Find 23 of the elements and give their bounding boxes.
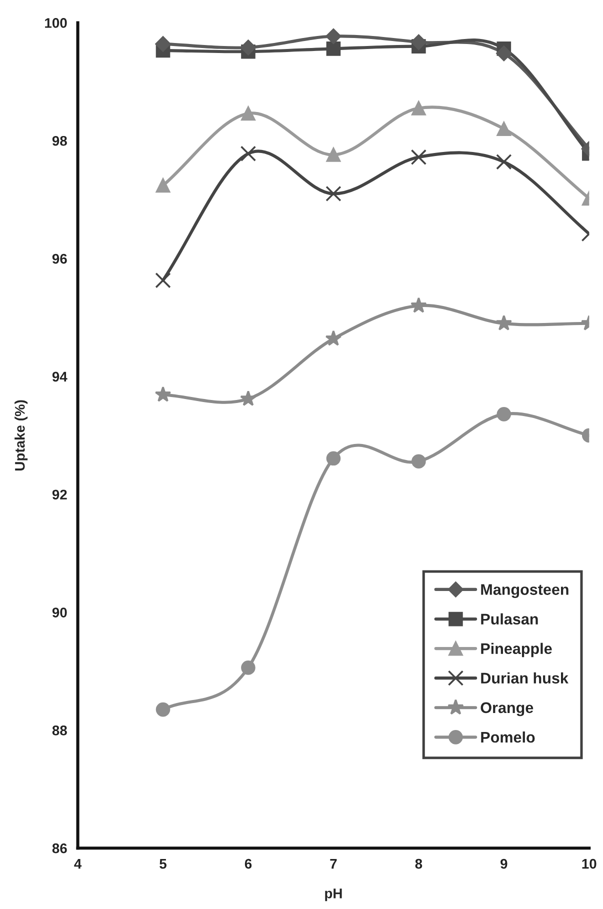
legend-label: Pineapple [481, 642, 552, 658]
y-tick-label: 100 [45, 18, 67, 28]
x-tick-label: 6 [244, 858, 252, 869]
legend-label: Durian husk [481, 672, 568, 684]
y-axis-title: Uptake (%) [14, 400, 28, 470]
x-tick-label: 8 [415, 858, 422, 869]
y-tick-label: 98 [52, 136, 67, 146]
x-tick-label: 5 [160, 859, 166, 869]
y-tick-label: 86 [52, 843, 67, 854]
legend-label: Pulasan [481, 613, 538, 625]
x-tick-label: 9 [500, 858, 508, 869]
y-tick-label: 96 [52, 254, 67, 264]
x-axis-title: pH [325, 888, 342, 902]
x-tick-label: 7 [330, 859, 337, 869]
x-tick-label: 4 [74, 859, 82, 869]
y-tick-label: 92 [52, 490, 67, 500]
y-tick-label: 88 [52, 726, 67, 736]
x-tick-label: 10 [582, 858, 596, 869]
y-tick-label: 94 [52, 372, 68, 382]
legend-label: Orange [480, 702, 534, 716]
legend-label: Pomelo [481, 731, 535, 743]
y-tick-label: 90 [52, 608, 67, 618]
legend-label: Mangosteen [481, 584, 568, 598]
